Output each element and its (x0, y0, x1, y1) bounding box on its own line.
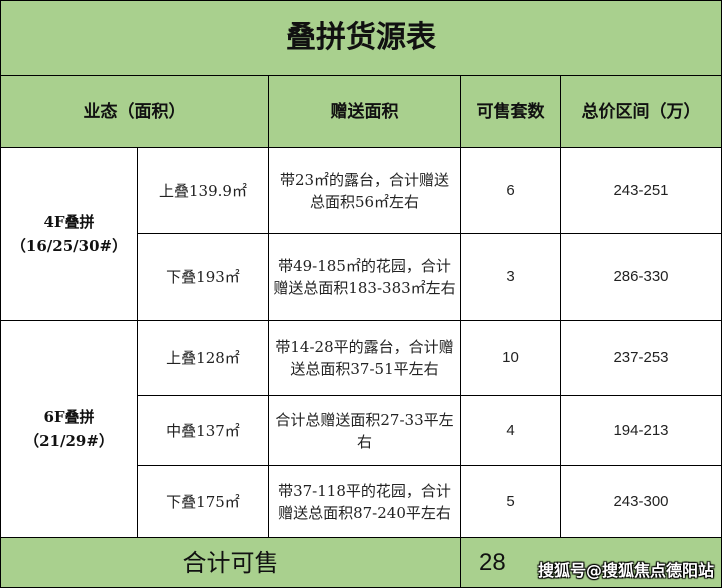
price-cell: 237-253 (559, 320, 722, 396)
unit-cell: 下叠193㎡ (137, 233, 269, 321)
price-cell: 243-300 (559, 465, 722, 538)
gift-cell: 带37-118平的花园，合计赠送总面积87-240平左右 (268, 465, 461, 538)
header-row: 业态（面积） 赠送面积 可售套数 总价区间（万） (0, 75, 722, 148)
table-row: 6F叠拼 （21/29#） 上叠128㎡ 带14-28平的露台，合计赠送总面积37… (0, 320, 722, 538)
count-cell: 6 (460, 147, 561, 234)
header-type: 业态（面积） (0, 75, 269, 148)
type-name: 4F叠拼 (43, 213, 95, 231)
gift-cell: 带23㎡的露台，合计赠送总面积56㎡左右 (268, 147, 461, 234)
count-cell: 4 (460, 395, 561, 466)
type-buildings: （16/25/30#） (10, 237, 128, 255)
table-row: 下叠175㎡ 带37-118平的花园，合计赠送总面积87-240平左右 5 24… (1, 465, 722, 538)
type-cell: 6F叠拼 （21/29#） (0, 320, 138, 538)
gift-cell: 带14-28平的露台，合计赠送总面积37-51平左右 (268, 320, 461, 396)
table-title: 叠拼货源表 (0, 0, 722, 76)
type-cell: 4F叠拼 （16/25/30#） (0, 147, 138, 321)
count-cell: 5 (460, 465, 561, 538)
count-cell: 3 (460, 233, 561, 321)
header-gift: 赠送面积 (268, 75, 461, 148)
count-cell: 10 (460, 320, 561, 396)
unit-cell: 中叠137㎡ (137, 395, 269, 466)
unit-cell: 上叠139.9㎡ (137, 147, 269, 234)
gift-cell: 合计总赠送面积27-33平左右 (268, 395, 461, 466)
type-buildings: （21/29#） (24, 432, 114, 450)
footer-total: 28 (459, 537, 722, 588)
footer-label: 合计可售 (0, 537, 461, 588)
price-cell: 243-251 (559, 147, 722, 234)
watermark: 搜狐号@搜狐焦点德阳站 (538, 561, 715, 580)
table-row: 4F叠拼 （16/25/30#） 上叠139.9㎡ 带23㎡的露台，合计赠送总面积… (0, 147, 722, 321)
table-row: 下叠193㎡ 带49-185㎡的花园，合计赠送总面积183-383㎡左右 3 2… (1, 233, 722, 321)
footer-row: 合计可售 28 (0, 537, 722, 588)
unit-cell: 上叠128㎡ (137, 320, 269, 396)
gift-cell: 带49-185㎡的花园，合计赠送总面积183-383㎡左右 (268, 233, 461, 321)
price-cell: 286-330 (559, 233, 722, 321)
unit-cell: 下叠175㎡ (137, 465, 269, 538)
header-count: 可售套数 (460, 75, 561, 148)
header-price: 总价区间（万） (559, 75, 722, 148)
price-cell: 194-213 (559, 395, 722, 466)
type-name: 6F叠拼 (43, 408, 95, 426)
